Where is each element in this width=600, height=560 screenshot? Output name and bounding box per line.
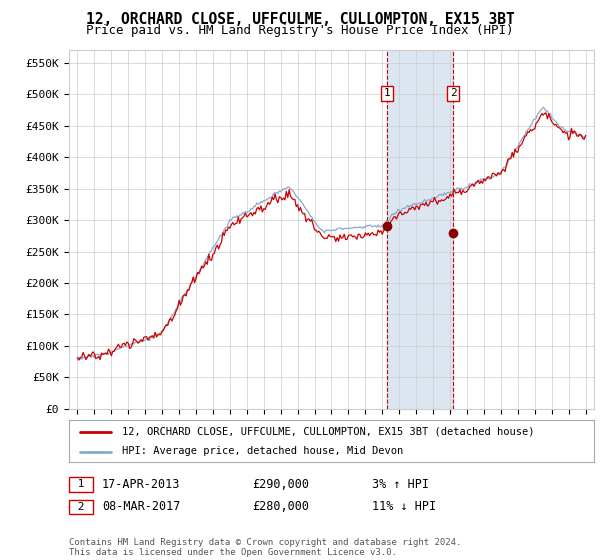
Text: HPI: Average price, detached house, Mid Devon: HPI: Average price, detached house, Mid …	[121, 446, 403, 456]
Text: 1: 1	[71, 479, 91, 489]
Text: £280,000: £280,000	[252, 500, 309, 514]
Text: 1: 1	[384, 88, 391, 99]
Text: Contains HM Land Registry data © Crown copyright and database right 2024.
This d: Contains HM Land Registry data © Crown c…	[69, 538, 461, 557]
Text: 08-MAR-2017: 08-MAR-2017	[102, 500, 181, 514]
Text: 2: 2	[450, 88, 457, 99]
Bar	[387, 50, 453, 409]
Text: 12, ORCHARD CLOSE, UFFCULME, CULLOMPTON, EX15 3BT (detached house): 12, ORCHARD CLOSE, UFFCULME, CULLOMPTON,…	[121, 427, 534, 437]
Text: 11% ↓ HPI: 11% ↓ HPI	[372, 500, 436, 514]
Text: 17-APR-2013: 17-APR-2013	[102, 478, 181, 491]
Text: 3% ↑ HPI: 3% ↑ HPI	[372, 478, 429, 491]
Text: Price paid vs. HM Land Registry's House Price Index (HPI): Price paid vs. HM Land Registry's House …	[86, 24, 514, 37]
Text: 12, ORCHARD CLOSE, UFFCULME, CULLOMPTON, EX15 3BT: 12, ORCHARD CLOSE, UFFCULME, CULLOMPTON,…	[86, 12, 514, 27]
Text: £290,000: £290,000	[252, 478, 309, 491]
Text: 2: 2	[71, 502, 91, 512]
